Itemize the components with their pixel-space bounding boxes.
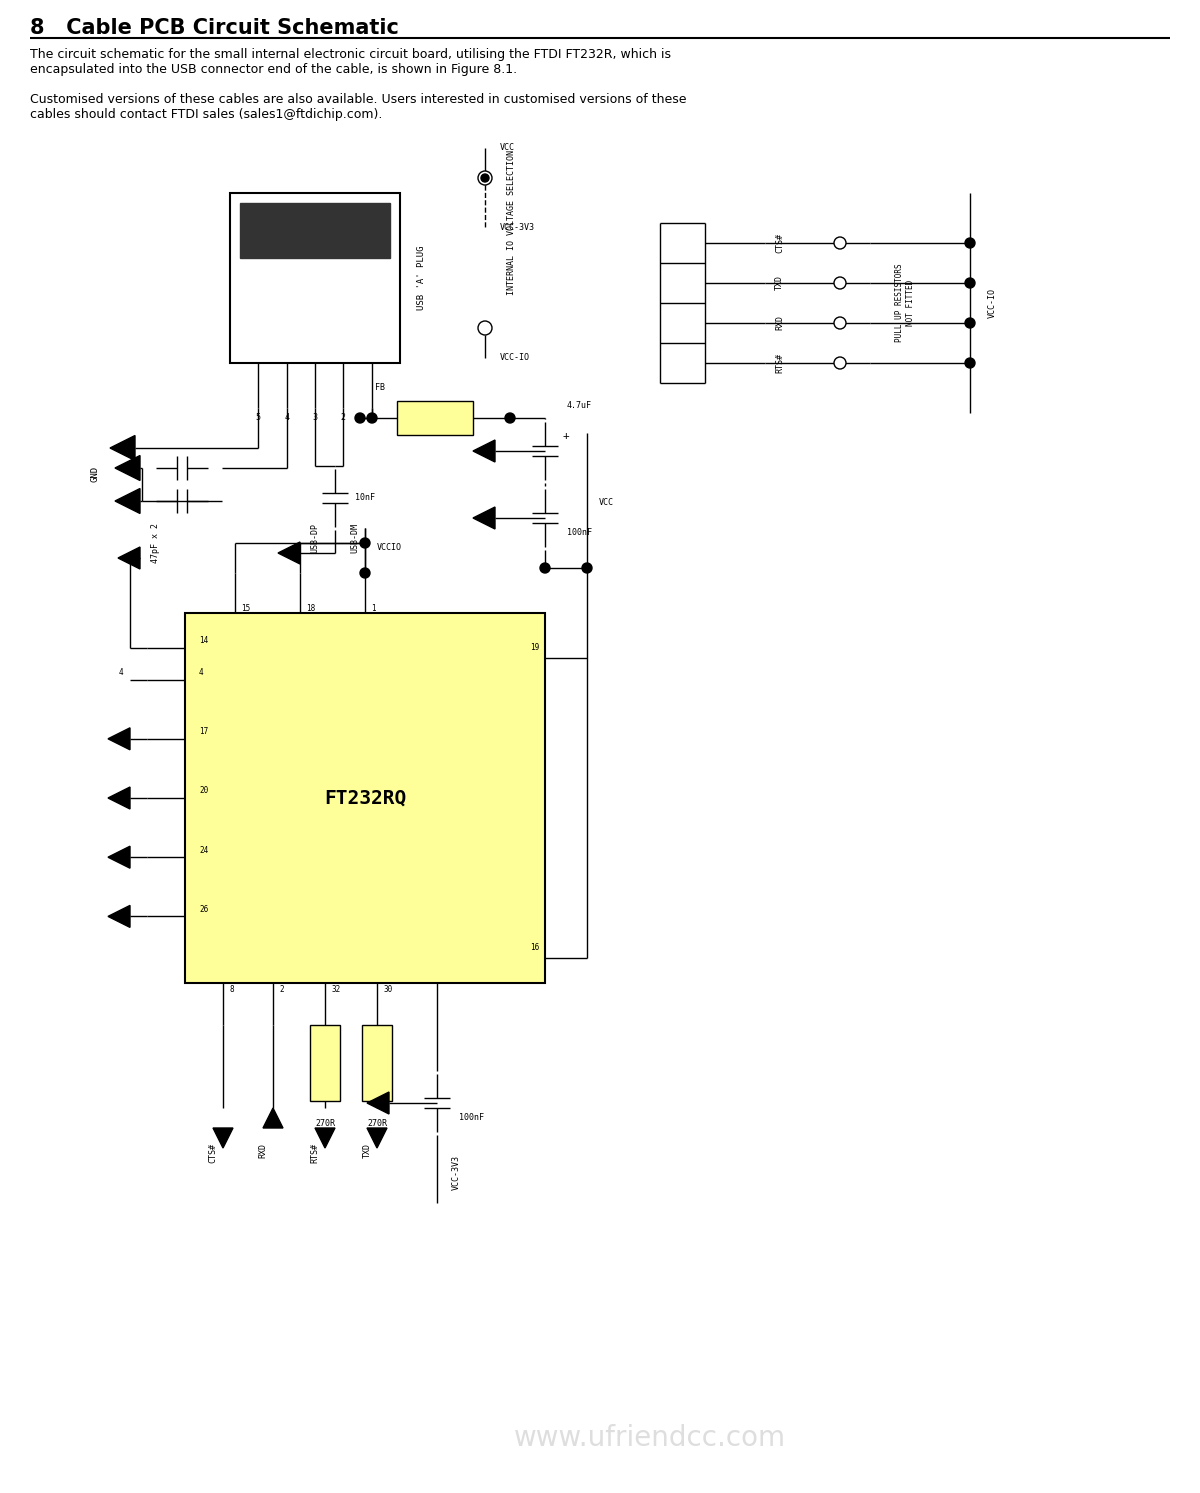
Text: RXD: RXD: [258, 1144, 268, 1159]
Circle shape: [834, 278, 846, 290]
Polygon shape: [115, 455, 140, 481]
Text: 270R: 270R: [367, 1118, 386, 1127]
Bar: [185, 614, 545, 982]
Bar: [240, 203, 390, 258]
Text: RTS#: RTS#: [775, 352, 784, 373]
Polygon shape: [110, 436, 134, 460]
Text: 100nF: 100nF: [458, 1114, 484, 1123]
Text: 3: 3: [312, 414, 318, 423]
Text: TXD: TXD: [775, 276, 784, 291]
Text: 19: 19: [529, 643, 539, 652]
Text: 16: 16: [529, 944, 539, 953]
Text: The circuit schematic for the small internal electronic circuit board, utilising: The circuit schematic for the small inte…: [30, 48, 671, 76]
Circle shape: [965, 358, 974, 367]
Polygon shape: [473, 440, 496, 461]
Text: VCCIO: VCCIO: [377, 543, 402, 552]
Circle shape: [540, 563, 550, 573]
Text: GND: GND: [90, 466, 100, 482]
Polygon shape: [108, 847, 130, 869]
Circle shape: [582, 563, 592, 573]
Text: Customised versions of these cables are also available. Users interested in cust: Customised versions of these cables are …: [30, 93, 686, 121]
Text: 20: 20: [199, 787, 209, 796]
Polygon shape: [278, 542, 300, 564]
Text: 15: 15: [241, 605, 251, 614]
Bar: [230, 193, 400, 363]
Circle shape: [367, 414, 377, 423]
Text: 14: 14: [199, 636, 209, 645]
Text: 8: 8: [229, 984, 234, 993]
Text: VCC-3V3: VCC-3V3: [500, 224, 535, 233]
Circle shape: [834, 317, 846, 328]
Text: 18: 18: [306, 605, 316, 614]
Text: 30: 30: [383, 984, 392, 993]
Text: 24: 24: [199, 845, 209, 854]
Text: 17: 17: [199, 727, 209, 736]
Polygon shape: [367, 1091, 389, 1114]
Text: 100nF: 100nF: [568, 529, 592, 537]
Polygon shape: [108, 787, 130, 809]
Text: INTERNAL IO VOLTAGE SELECTION: INTERNAL IO VOLTAGE SELECTION: [506, 151, 516, 296]
Text: CTS#: CTS#: [775, 233, 784, 252]
Text: CTS#: CTS#: [209, 1144, 217, 1163]
Polygon shape: [118, 546, 140, 569]
Polygon shape: [473, 508, 496, 529]
Text: 47pF x 2: 47pF x 2: [150, 523, 160, 563]
Text: 1: 1: [370, 414, 374, 423]
Circle shape: [360, 537, 370, 548]
Text: +: +: [563, 431, 570, 440]
Text: RXD: RXD: [775, 315, 784, 330]
Text: TXD: TXD: [362, 1144, 372, 1159]
Text: PULL UP RESISTORS
NOT FITTED: PULL UP RESISTORS NOT FITTED: [895, 264, 914, 342]
Circle shape: [481, 175, 490, 182]
Text: 26: 26: [199, 905, 209, 914]
Circle shape: [505, 414, 515, 423]
Text: 1: 1: [371, 605, 376, 614]
Text: 2: 2: [341, 414, 346, 423]
Text: 4: 4: [199, 667, 204, 678]
Polygon shape: [115, 488, 140, 514]
Polygon shape: [314, 1129, 335, 1148]
Text: 4: 4: [284, 414, 289, 423]
Circle shape: [965, 278, 974, 288]
Text: RTS#: RTS#: [311, 1144, 319, 1163]
Text: 270R: 270R: [314, 1118, 335, 1127]
Circle shape: [965, 237, 974, 248]
Text: 10nF: 10nF: [355, 494, 374, 503]
Circle shape: [478, 321, 492, 334]
Circle shape: [834, 237, 846, 249]
Polygon shape: [263, 1108, 283, 1129]
Text: FT232RQ: FT232RQ: [324, 788, 406, 808]
Circle shape: [965, 318, 974, 328]
Text: FB: FB: [374, 384, 385, 393]
Text: 32: 32: [331, 984, 341, 993]
Circle shape: [478, 172, 492, 185]
Circle shape: [355, 414, 365, 423]
Text: VCC-IO: VCC-IO: [988, 288, 997, 318]
Bar: [362, 1026, 392, 1100]
Text: 4.7uF: 4.7uF: [568, 402, 592, 411]
Polygon shape: [214, 1129, 233, 1148]
Text: 5: 5: [256, 414, 260, 423]
Text: VCC-IO: VCC-IO: [500, 354, 530, 363]
Bar: [310, 1026, 340, 1100]
Polygon shape: [108, 905, 130, 927]
Text: USB-DM: USB-DM: [350, 523, 360, 552]
Text: www.ufriendcc.com: www.ufriendcc.com: [514, 1424, 786, 1453]
Text: VCC-3V3: VCC-3V3: [452, 1156, 461, 1190]
Text: 4: 4: [119, 667, 124, 678]
Text: USB 'A' PLUG: USB 'A' PLUG: [418, 246, 426, 311]
Circle shape: [360, 567, 370, 578]
Text: 2: 2: [278, 984, 283, 993]
Text: USB-DP: USB-DP: [311, 523, 319, 552]
Circle shape: [834, 357, 846, 369]
Text: VCC: VCC: [599, 499, 614, 508]
Text: 8   Cable PCB Circuit Schematic: 8 Cable PCB Circuit Schematic: [30, 18, 398, 37]
Text: VCC: VCC: [500, 143, 515, 152]
Polygon shape: [367, 1129, 386, 1148]
Polygon shape: [108, 727, 130, 749]
Bar: [397, 402, 473, 434]
